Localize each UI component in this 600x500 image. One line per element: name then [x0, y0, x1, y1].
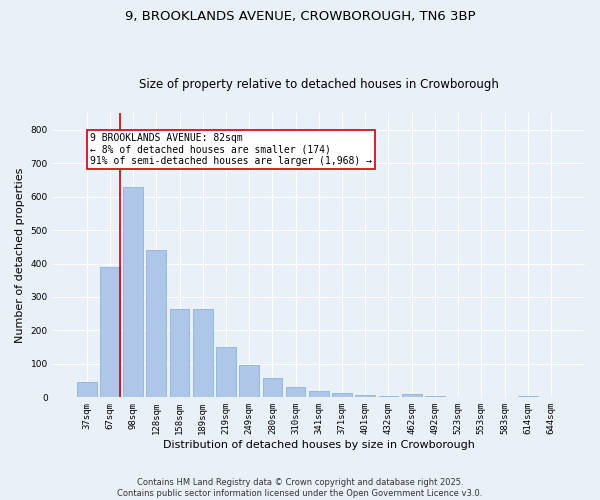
Bar — [193, 308, 212, 398]
Bar — [379, 396, 398, 398]
Bar — [286, 388, 305, 398]
Bar — [239, 365, 259, 398]
Title: Size of property relative to detached houses in Crowborough: Size of property relative to detached ho… — [139, 78, 499, 91]
Bar — [216, 347, 236, 398]
Y-axis label: Number of detached properties: Number of detached properties — [15, 168, 25, 343]
Bar — [123, 186, 143, 398]
Bar — [309, 392, 329, 398]
Bar — [77, 382, 97, 398]
Text: Contains HM Land Registry data © Crown copyright and database right 2025.
Contai: Contains HM Land Registry data © Crown c… — [118, 478, 482, 498]
Bar — [425, 396, 445, 398]
Bar — [146, 250, 166, 398]
Bar — [263, 378, 282, 398]
Bar — [518, 396, 538, 398]
Text: 9 BROOKLANDS AVENUE: 82sqm
← 8% of detached houses are smaller (174)
91% of semi: 9 BROOKLANDS AVENUE: 82sqm ← 8% of detac… — [90, 133, 372, 166]
Bar — [355, 395, 375, 398]
Bar — [170, 308, 190, 398]
Bar — [332, 394, 352, 398]
Bar — [402, 394, 422, 398]
X-axis label: Distribution of detached houses by size in Crowborough: Distribution of detached houses by size … — [163, 440, 475, 450]
Text: 9, BROOKLANDS AVENUE, CROWBOROUGH, TN6 3BP: 9, BROOKLANDS AVENUE, CROWBOROUGH, TN6 3… — [125, 10, 475, 23]
Bar — [100, 267, 120, 398]
